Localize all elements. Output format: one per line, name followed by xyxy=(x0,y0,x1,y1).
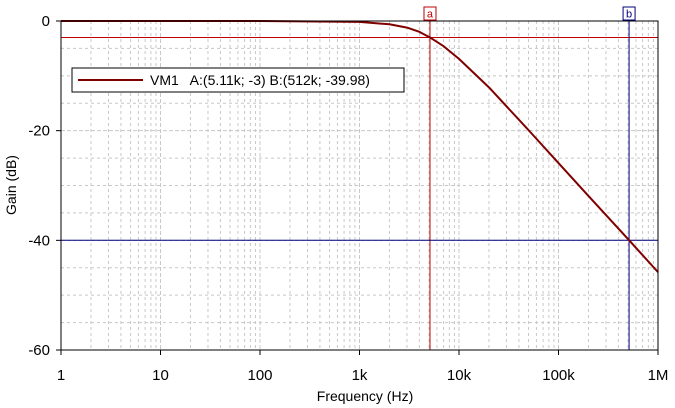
y-tick-label: 0 xyxy=(42,13,50,30)
y-tick-label: -20 xyxy=(28,123,50,140)
x-axis-title: Frequency (Hz) xyxy=(317,388,413,404)
x-tick-label: 1M xyxy=(648,367,669,384)
x-tick-label: 100k xyxy=(542,367,575,384)
cursor-a-tag-label: a xyxy=(427,9,434,21)
cursor-b-tag-box xyxy=(622,6,636,21)
y-axis-title: Gain (dB) xyxy=(3,155,19,215)
tick-labels: 1 10 100 1k 10k 100k 1M 0 -20 -40 -60 xyxy=(28,13,668,384)
cursor-lines xyxy=(61,21,658,350)
legend: VM1 A:(5.11k; -3) B:(512k; -39.98) xyxy=(71,67,405,93)
cursor-a-tag-box xyxy=(423,6,437,21)
y-tick-label: -40 xyxy=(28,232,50,249)
x-tick-label: 10 xyxy=(152,367,169,384)
x-tick-label: 1k xyxy=(352,367,368,384)
x-tick-label: 10k xyxy=(447,367,472,384)
x-tick-label: 1 xyxy=(57,367,65,384)
cursor-b-tag-label: b xyxy=(626,9,632,21)
x-tick-label: 100 xyxy=(247,367,272,384)
legend-text: VM1 A:(5.11k; -3) B:(512k; -39.98) xyxy=(150,72,370,88)
y-tick-label: -60 xyxy=(28,342,50,359)
